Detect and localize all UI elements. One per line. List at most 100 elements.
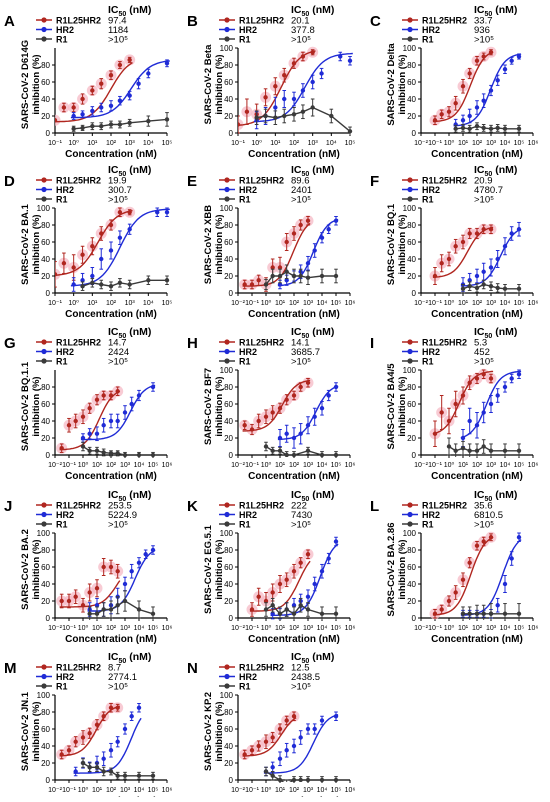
data-point-r1l25hr2 xyxy=(310,50,315,55)
y-tick-label: 0 xyxy=(46,451,51,460)
ic50-value-r1: >10⁵ xyxy=(474,35,494,46)
y-tick-label: 80 xyxy=(41,61,50,70)
x-tick-label: 10³ xyxy=(486,462,497,469)
data-point-hr2 xyxy=(122,726,128,732)
y-axis-label: SARS-CoV-2 BQ.1inhibition (%) xyxy=(386,203,408,285)
ic50-header: IC50 (nM) xyxy=(108,489,151,503)
y-tick-label: 80 xyxy=(41,383,50,392)
legend-label-hr2: HR2 xyxy=(422,347,440,357)
data-point-r1l25hr2 xyxy=(291,61,297,66)
y-tick-label: 60 xyxy=(41,725,50,734)
x-axis-label: Concentration (nM) xyxy=(248,309,340,320)
data-point-r1l25hr2 xyxy=(108,393,114,398)
legend-marker-r1l25hr2 xyxy=(224,177,230,183)
data-point-hr2 xyxy=(467,278,472,283)
x-tick-label: 10⁻² xyxy=(231,462,245,469)
data-point-hr2 xyxy=(284,278,289,283)
ic50-value-r1l25hr2: 14.7 xyxy=(108,338,127,349)
legend-label-r1: R1 xyxy=(56,35,68,45)
data-point-hr2 xyxy=(305,594,311,599)
data-point-r1 xyxy=(108,122,114,127)
data-point-r1 xyxy=(481,282,486,287)
y-axis-label: SARS-CoV-2 KP.2inhibition (%) xyxy=(203,692,225,771)
data-point-r1 xyxy=(347,129,353,134)
legend-marker-r1 xyxy=(41,521,47,527)
series-r1 xyxy=(446,437,522,457)
panel-b: B IC50 (nM) R1L25HR2 20.1 HR2 377.8 R1 >10⁵ 0 20 4… xyxy=(187,4,355,160)
legend-marker-hr2 xyxy=(224,348,230,355)
ic50-header: IC50 (nM) xyxy=(291,164,334,178)
data-point-r1 xyxy=(136,452,142,457)
data-point-r1 xyxy=(94,611,100,616)
data-point-r1l25hr2 xyxy=(99,231,104,236)
legend-marker-r1l25hr2 xyxy=(407,177,413,183)
data-point-hr2 xyxy=(488,401,494,407)
data-point-r1 xyxy=(460,286,466,291)
data-point-r1l25hr2 xyxy=(488,50,494,55)
legend-marker-hr2 xyxy=(41,348,47,355)
x-axis-label: Concentration (nM) xyxy=(248,471,340,482)
data-point-hr2 xyxy=(136,560,142,565)
y-tick-label: 60 xyxy=(41,78,50,87)
series-r1 xyxy=(263,766,339,782)
y-axis-label: SARS-CoV-2 BA4/5inhibition (%) xyxy=(386,363,408,450)
data-point-r1 xyxy=(263,607,269,612)
x-tick-label: 10² xyxy=(472,462,483,469)
legend-marker-r1 xyxy=(224,683,230,689)
panel-n: N IC50 (nM) R1L25HR2 12.5 HR2 2438.5 R1 >10⁵ 0 20… xyxy=(187,651,355,802)
ic50-value-hr2: 7430 xyxy=(291,510,312,521)
data-point-hr2 xyxy=(122,581,128,587)
data-point-hr2 xyxy=(305,423,311,428)
data-point-r1 xyxy=(87,765,92,770)
y-axis-label: SARS-CoV-2 BA.1inhibition (%) xyxy=(20,203,42,284)
x-tick-label: 10⁶ xyxy=(345,625,356,632)
data-point-r1 xyxy=(164,278,170,283)
x-tick-label: 10³ xyxy=(120,462,131,469)
data-point-hr2 xyxy=(312,726,317,732)
data-point-r1 xyxy=(115,451,120,456)
x-tick-label: 10⁵ xyxy=(148,787,159,794)
x-tick-label: 10³ xyxy=(120,625,131,632)
data-point-r1l25hr2 xyxy=(94,397,100,402)
data-point-hr2 xyxy=(282,96,287,102)
data-point-r1l25hr2 xyxy=(277,265,283,270)
legend-marker-r1 xyxy=(407,521,413,527)
x-tick-label: 10⁴ xyxy=(326,140,337,147)
ic50-value-r1l25hr2: 253.5 xyxy=(108,501,132,512)
data-point-r1l25hr2 xyxy=(488,227,494,232)
y-tick-label: 0 xyxy=(229,129,234,138)
series-r1l25hr2 xyxy=(56,385,124,454)
data-point-r1 xyxy=(467,448,472,453)
data-point-hr2 xyxy=(291,435,297,441)
data-point-hr2 xyxy=(164,61,170,66)
ic50-value-r1l25hr2: 33.7 xyxy=(474,16,493,27)
data-point-hr2 xyxy=(495,393,500,398)
y-tick-label: 40 xyxy=(41,255,50,264)
data-point-r1 xyxy=(270,773,275,778)
y-tick-label: 80 xyxy=(407,383,416,392)
data-point-hr2 xyxy=(333,218,339,223)
ic50-value-r1l25hr2: 5.3 xyxy=(474,338,487,349)
data-point-hr2 xyxy=(509,556,514,561)
data-point-r1 xyxy=(291,452,297,457)
ic50-header: IC50 (nM) xyxy=(291,4,334,18)
x-tick-label: 10³ xyxy=(303,787,314,794)
data-point-r1 xyxy=(150,452,156,457)
data-point-r1 xyxy=(101,769,106,774)
data-point-hr2 xyxy=(319,718,325,723)
x-tick-label: 10⁻¹ xyxy=(62,625,76,632)
legend-marker-r1 xyxy=(224,358,230,364)
data-point-r1 xyxy=(150,611,156,616)
y-tick-label: 40 xyxy=(41,580,50,589)
data-point-r1 xyxy=(474,448,480,453)
ic50-header: IC50 (nM) xyxy=(474,164,517,178)
data-point-hr2 xyxy=(312,581,317,587)
panel-letter: J xyxy=(4,498,12,515)
legend-marker-hr2 xyxy=(41,511,47,518)
y-axis-label: SARS-CoV-2 EG.5.1inhibition (%) xyxy=(203,524,225,613)
x-tick-label: 10² xyxy=(106,462,117,469)
series-r1 xyxy=(263,597,339,620)
data-point-r1 xyxy=(270,273,275,279)
y-tick-label: 0 xyxy=(46,614,51,623)
